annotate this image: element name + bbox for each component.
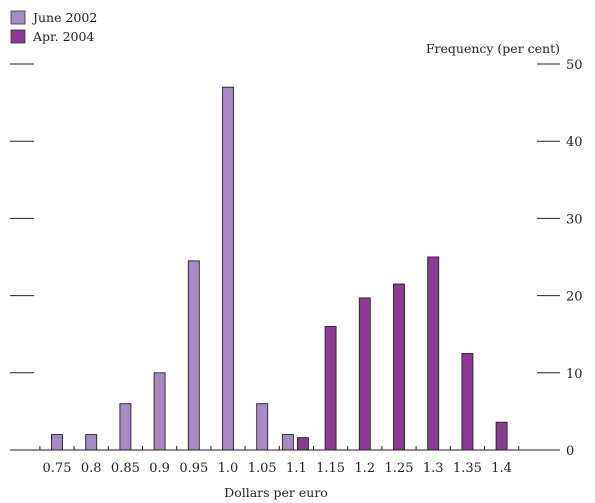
- bar-june-2002: [281, 434, 294, 451]
- bar-june-2002: [119, 403, 132, 451]
- bar-june-2002: [256, 403, 269, 451]
- y-axis: 0 10 20 30 40 50: [10, 58, 583, 459]
- x-tick-label: 0.85: [111, 461, 140, 476]
- legend-swatch: [10, 10, 26, 25]
- bar-june-2002: [153, 372, 166, 451]
- bar-apr-2004: [393, 283, 405, 451]
- x-tick-label: 1.05: [248, 461, 277, 476]
- y-tick-label: 50: [566, 58, 583, 73]
- x-tick-label: 0.95: [179, 461, 208, 476]
- bar-apr-2004: [495, 421, 508, 451]
- x-axis: 0.75 0.8 0.85 0.9 0.95 1.0 1.05 1.1 1.15 1.2 1.25 1…: [10, 446, 537, 476]
- x-tick-label: 1.1: [286, 461, 307, 476]
- bar-apr-2004: [427, 256, 440, 451]
- x-tick-label: 1.4: [491, 461, 512, 476]
- x-axis-label: Dollars per euro: [224, 485, 328, 500]
- y-tick-label: 40: [566, 135, 583, 150]
- bar-june-2002: [85, 434, 98, 451]
- legend-label: June 2002: [31, 10, 97, 25]
- bar-apr-2004: [296, 437, 309, 451]
- x-tick-label: 1.25: [385, 461, 414, 476]
- bars: [51, 86, 508, 451]
- bar-june-2002: [51, 434, 63, 451]
- bar-apr-2004: [324, 326, 337, 451]
- legend: June 2002 Apr. 2004: [10, 10, 97, 44]
- bar-apr-2004: [358, 297, 371, 451]
- y-tick-label: 30: [566, 212, 583, 227]
- legend-swatch: [10, 29, 26, 44]
- legend-label: Apr. 2004: [32, 29, 94, 44]
- x-tick-label: 0.8: [81, 461, 102, 476]
- x-tick-label: 0.75: [43, 461, 72, 476]
- y-axis-label: Frequency (per cent): [426, 41, 560, 56]
- x-tick-label: 1.15: [316, 461, 345, 476]
- x-tick-label: 1.35: [453, 461, 482, 476]
- bar-june-2002: [187, 260, 200, 451]
- y-tick-label: 20: [566, 290, 583, 305]
- x-tick-label: 1.3: [423, 461, 444, 476]
- x-tick-label: 0.9: [149, 461, 170, 476]
- y-tick-label: 0: [566, 444, 574, 459]
- x-tick-label: 1.2: [354, 461, 375, 476]
- bar-apr-2004: [461, 353, 474, 451]
- bar-june-2002: [222, 86, 234, 451]
- y-tick-label: 10: [566, 367, 583, 382]
- x-tick-label: 1.0: [218, 461, 239, 476]
